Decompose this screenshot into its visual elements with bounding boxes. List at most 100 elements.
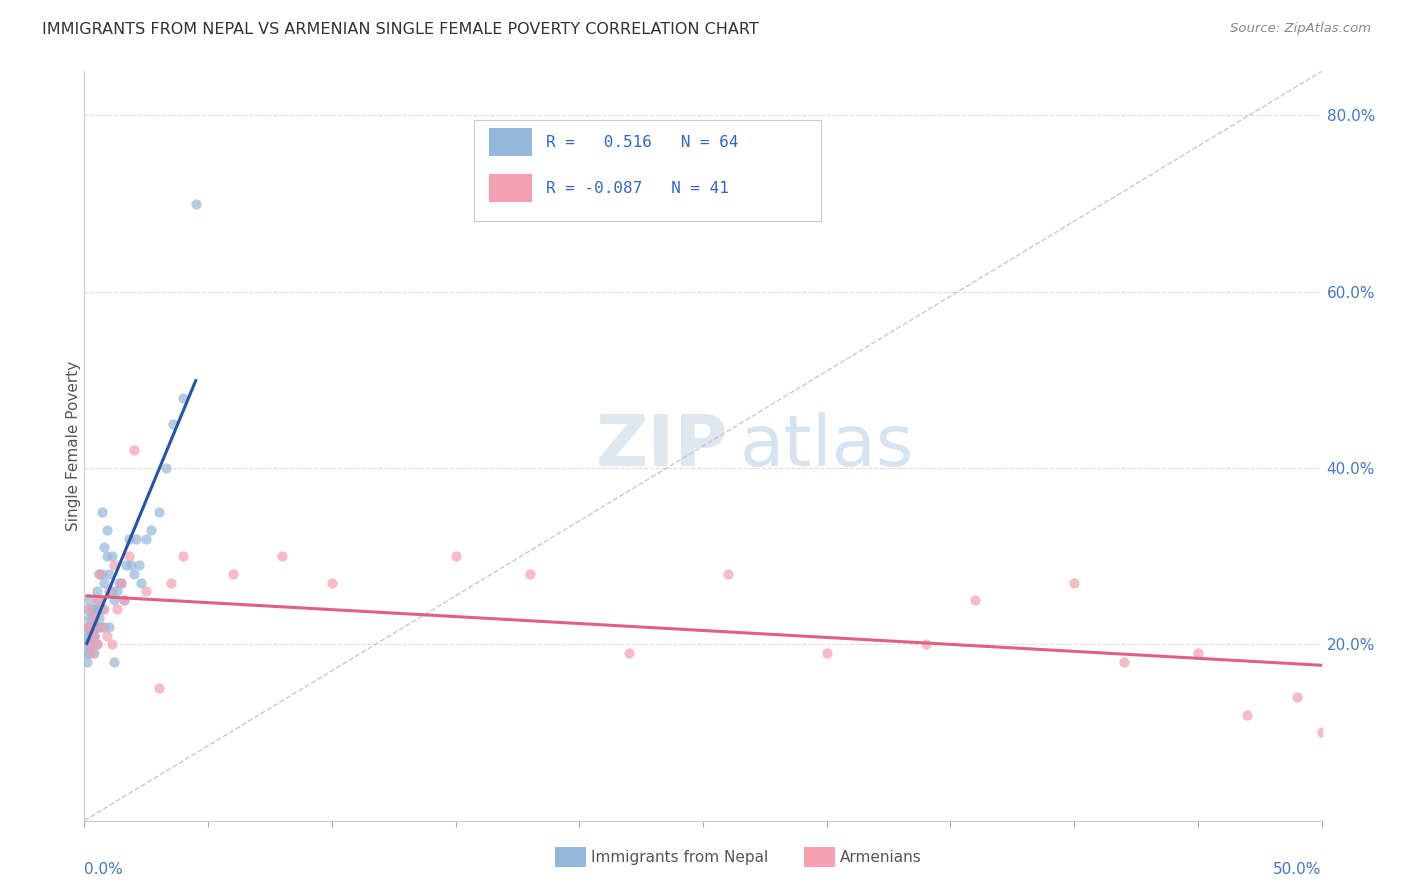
Point — [79, 593, 101, 607]
Point — [79, 611, 101, 625]
Text: Immigrants from Nepal: Immigrants from Nepal — [591, 850, 768, 864]
Point — [93, 602, 115, 616]
Point — [184, 196, 207, 211]
Point — [89, 620, 111, 634]
Point — [135, 584, 157, 599]
Point — [118, 532, 141, 546]
Point — [89, 566, 111, 581]
Point — [100, 584, 122, 599]
Point — [98, 620, 121, 634]
Point — [80, 602, 103, 616]
Point — [105, 602, 128, 616]
Point — [1187, 646, 1209, 660]
Point — [79, 637, 101, 651]
Point — [80, 620, 103, 634]
Point — [83, 611, 105, 625]
Point — [90, 620, 112, 634]
Point — [96, 549, 118, 564]
Point — [83, 628, 105, 642]
Point — [122, 566, 145, 581]
Point — [118, 549, 141, 564]
Point — [86, 584, 108, 599]
Text: R = -0.087   N = 41: R = -0.087 N = 41 — [546, 181, 728, 196]
Point — [83, 646, 105, 660]
Point — [83, 602, 105, 616]
Point — [108, 575, 131, 590]
Point — [444, 549, 467, 564]
Point — [100, 549, 122, 564]
Point — [1063, 575, 1085, 590]
Point — [1285, 690, 1308, 705]
Point — [96, 628, 118, 642]
Point — [90, 505, 112, 519]
Point — [914, 637, 936, 651]
Point — [89, 611, 111, 625]
Point — [89, 593, 111, 607]
Point — [83, 628, 105, 642]
Point — [271, 549, 294, 564]
Point — [90, 602, 112, 616]
Point — [93, 620, 115, 634]
Point — [93, 575, 115, 590]
Point — [1236, 707, 1258, 722]
Point — [80, 637, 103, 651]
Text: IMMIGRANTS FROM NEPAL VS ARMENIAN SINGLE FEMALE POVERTY CORRELATION CHART: IMMIGRANTS FROM NEPAL VS ARMENIAN SINGLE… — [42, 22, 759, 37]
Point — [129, 575, 152, 590]
Point — [100, 637, 122, 651]
Point — [86, 637, 108, 651]
Point — [160, 575, 183, 590]
Bar — [489, 128, 533, 156]
Point — [96, 523, 118, 537]
Point — [76, 620, 98, 634]
Point — [80, 637, 103, 651]
FancyBboxPatch shape — [474, 120, 821, 221]
Point — [80, 646, 103, 660]
Point — [112, 593, 135, 607]
Point — [103, 593, 125, 607]
Point — [717, 566, 740, 581]
Point — [79, 620, 101, 634]
Point — [76, 602, 98, 616]
Text: R =   0.516   N = 64: R = 0.516 N = 64 — [546, 135, 738, 150]
Point — [103, 655, 125, 669]
Point — [83, 620, 105, 634]
Point — [86, 602, 108, 616]
Point — [162, 417, 184, 431]
Point — [80, 620, 103, 634]
Point — [141, 523, 163, 537]
Point — [110, 575, 132, 590]
Y-axis label: Single Female Poverty: Single Female Poverty — [66, 361, 80, 531]
Point — [80, 628, 103, 642]
Point — [105, 584, 128, 599]
Point — [122, 443, 145, 458]
Point — [86, 637, 108, 651]
Point — [76, 655, 98, 669]
Point — [125, 532, 148, 546]
Point — [172, 549, 194, 564]
Point — [93, 541, 115, 555]
Point — [89, 566, 111, 581]
Point — [148, 505, 170, 519]
Point — [90, 566, 112, 581]
Point — [1112, 655, 1135, 669]
Point — [79, 646, 101, 660]
Point — [519, 566, 541, 581]
Point — [115, 558, 138, 572]
Point — [222, 566, 245, 581]
Point — [112, 593, 135, 607]
Point — [321, 575, 343, 590]
Point — [815, 646, 838, 660]
Point — [79, 637, 101, 651]
Point — [1310, 725, 1333, 739]
Text: ZIP: ZIP — [596, 411, 728, 481]
Point — [79, 637, 101, 651]
Point — [76, 637, 98, 651]
Point — [120, 558, 142, 572]
Point — [148, 681, 170, 696]
Point — [172, 391, 194, 405]
Text: Source: ZipAtlas.com: Source: ZipAtlas.com — [1230, 22, 1371, 36]
Point — [155, 461, 177, 475]
Point — [110, 575, 132, 590]
Point — [98, 566, 121, 581]
Point — [103, 558, 125, 572]
